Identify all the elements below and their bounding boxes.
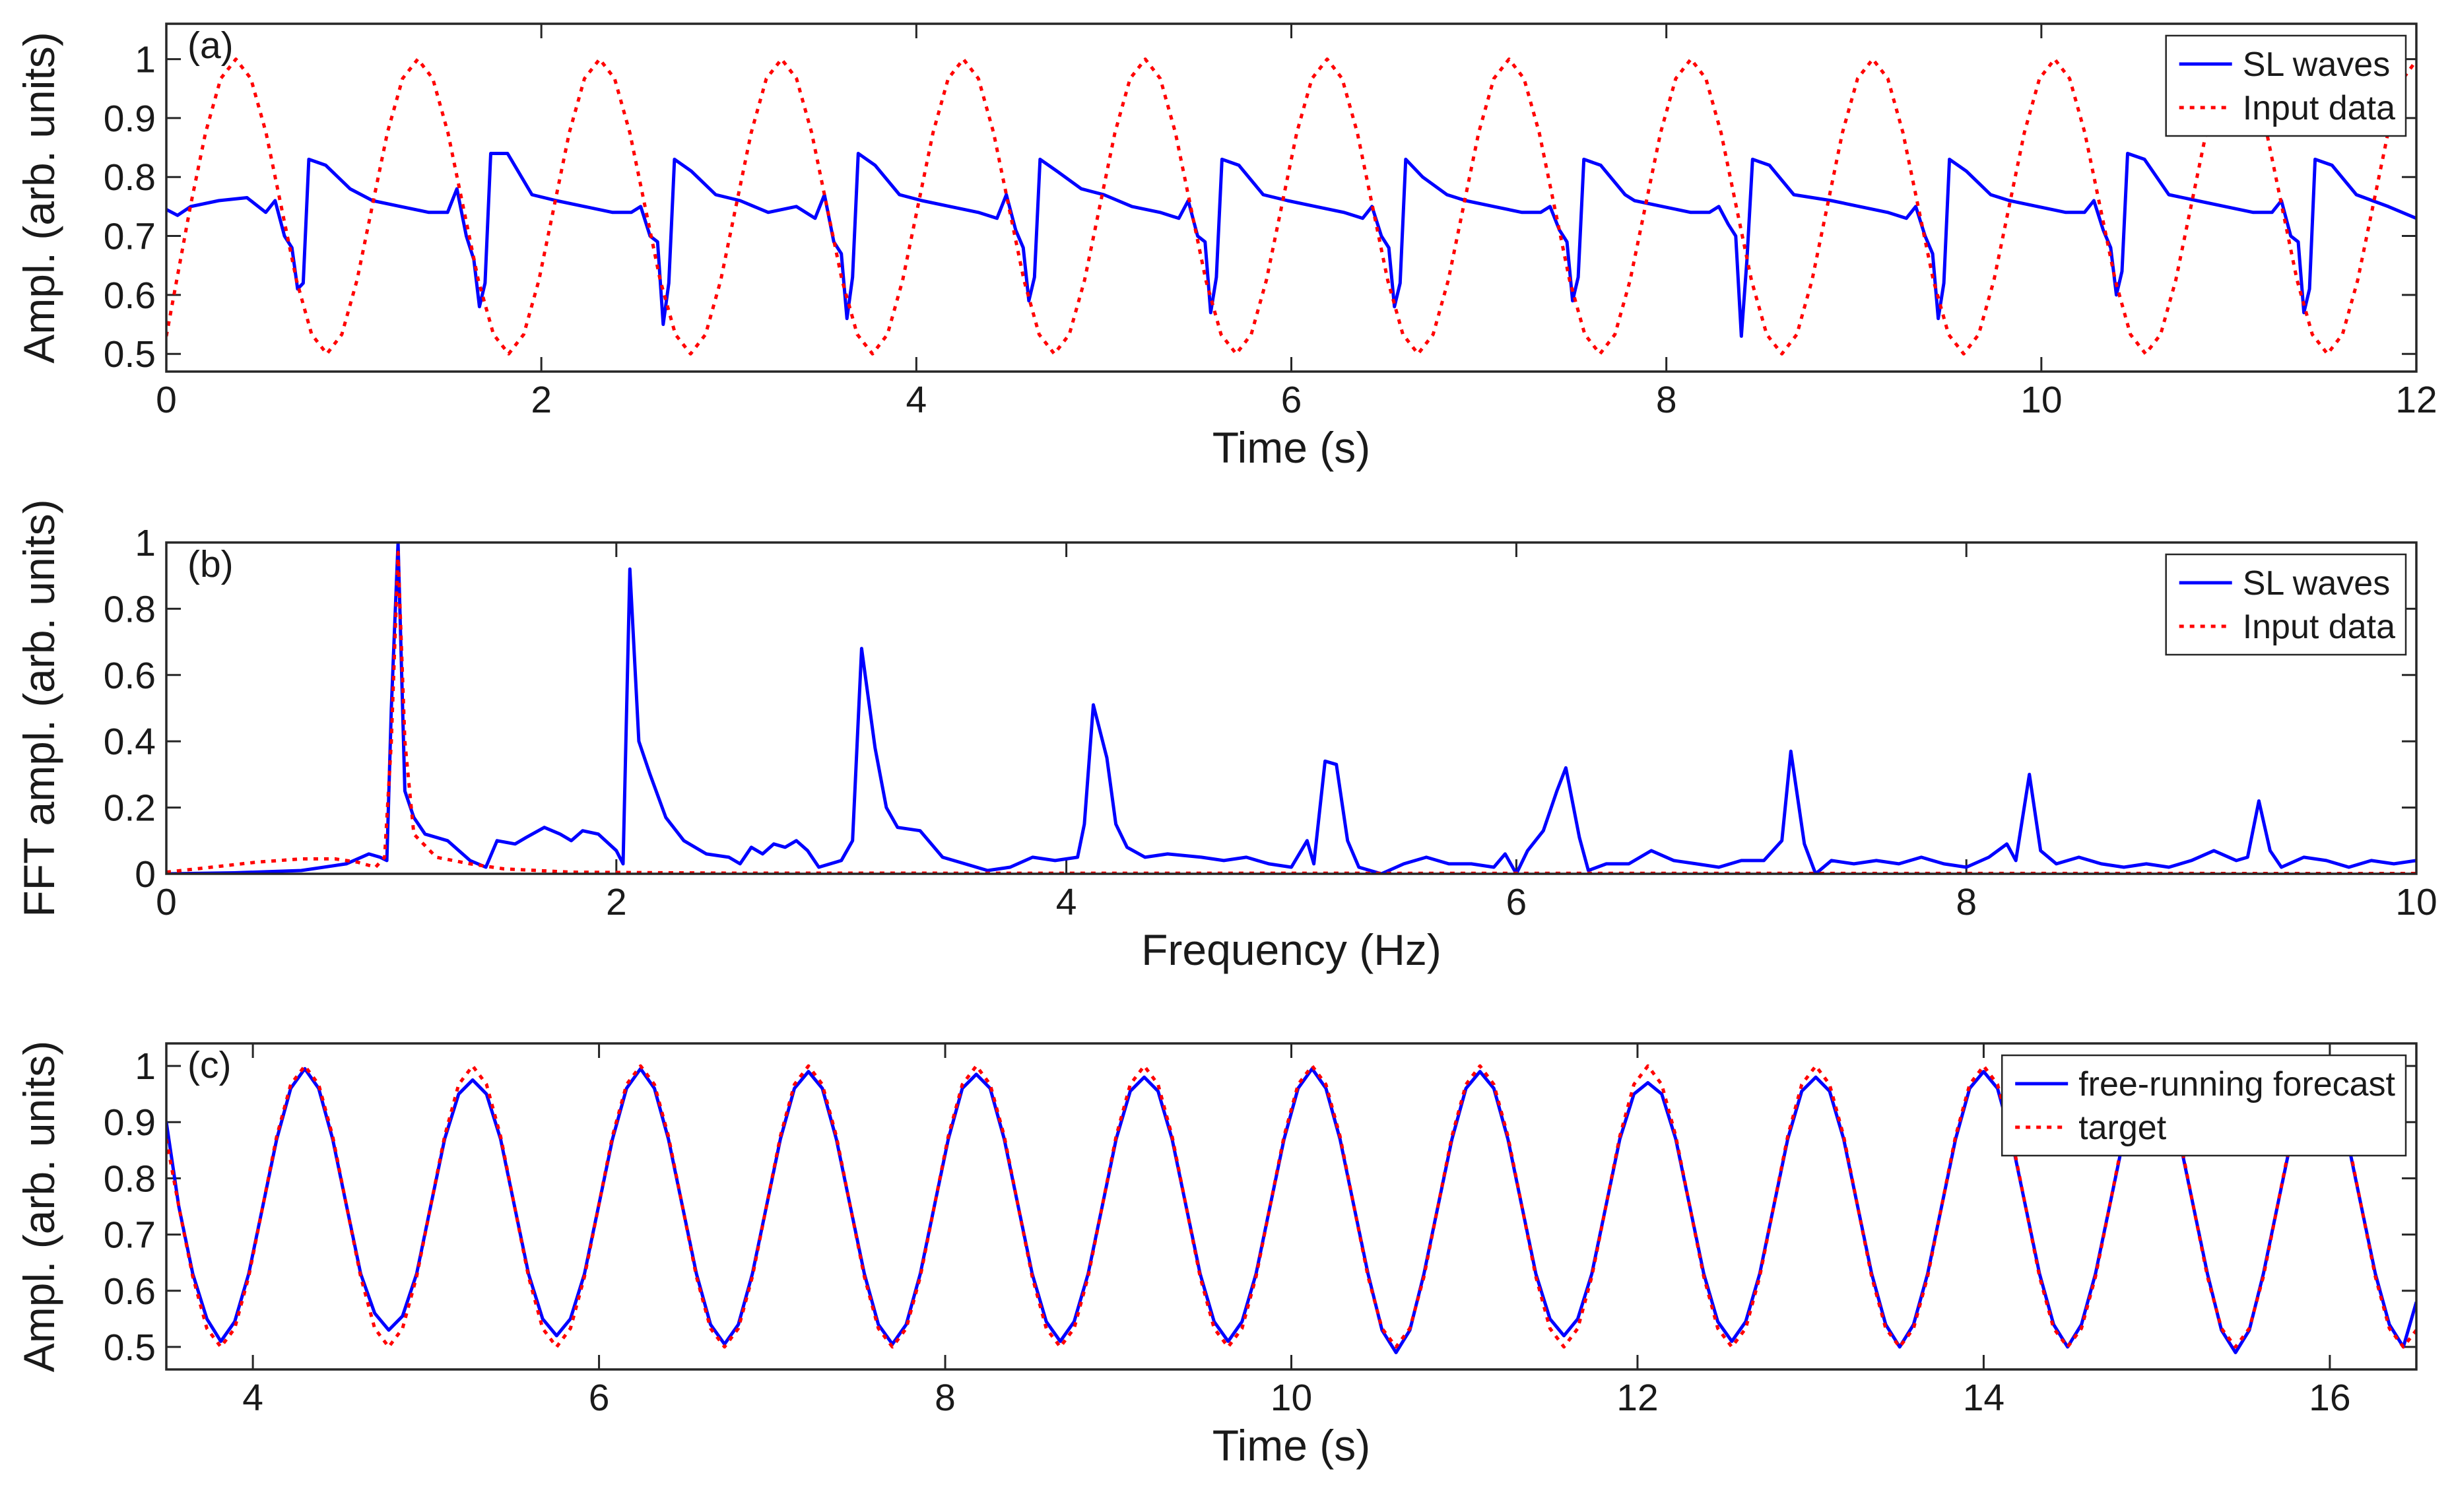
x-tick-label: 0 xyxy=(156,881,177,923)
x-tick-label: 6 xyxy=(1506,881,1527,923)
legend-label: Input data xyxy=(2243,608,2395,646)
series-line xyxy=(166,57,2416,356)
y-tick-label: 0.8 xyxy=(104,588,156,630)
y-tick-label: 0.6 xyxy=(104,275,156,317)
series-line xyxy=(166,542,2416,874)
x-tick-label: 8 xyxy=(1956,881,1977,923)
axes-box xyxy=(165,1042,2418,1371)
y-tick-label: 0.6 xyxy=(104,1270,156,1313)
y-tick-label: 0.9 xyxy=(104,98,156,140)
axes-box xyxy=(165,22,2418,373)
panel-label: (a) xyxy=(187,24,234,67)
legend-box xyxy=(2001,1054,2407,1157)
x-axis-label: Frequency (Hz) xyxy=(1141,925,1441,974)
x-tick-label: 8 xyxy=(1656,379,1677,421)
x-tick-label: 14 xyxy=(1963,1377,2005,1419)
y-tick-label: 0 xyxy=(135,853,156,896)
panel-label: (c) xyxy=(187,1044,231,1086)
x-tick-label: 10 xyxy=(1271,1377,1312,1419)
y-tick-label: 0.8 xyxy=(104,1158,156,1200)
legend: SL waves Input data xyxy=(2165,34,2407,137)
legend-label: SL waves xyxy=(2243,564,2391,603)
y-axis-label: FFT ampl. (arb. units) xyxy=(15,499,63,917)
x-tick-label: 0 xyxy=(156,379,177,421)
y-tick-label: 0.2 xyxy=(104,787,156,830)
x-tick-label: 2 xyxy=(531,379,552,421)
x-tick-label: 6 xyxy=(589,1377,610,1419)
legend-label: target xyxy=(2078,1109,2167,1147)
y-tick-label: 0.5 xyxy=(104,333,156,376)
x-tick-label: 4 xyxy=(242,1377,263,1419)
y-tick-label: 0.7 xyxy=(104,216,156,258)
x-tick-label: 10 xyxy=(2395,881,2437,923)
y-tick-label: 0.6 xyxy=(104,655,156,697)
series-line xyxy=(166,1064,2416,1349)
panel-label: (b) xyxy=(187,543,234,585)
legend-box xyxy=(2165,553,2407,656)
series-line xyxy=(166,152,2416,338)
x-tick-label: 4 xyxy=(906,379,927,421)
x-axis-label: Time (s) xyxy=(1212,1421,1371,1470)
y-axis-label: Ampl. (arb. units) xyxy=(15,32,63,363)
y-tick-label: 0.4 xyxy=(104,721,156,763)
y-tick-label: 1 xyxy=(135,1045,156,1088)
plot-area xyxy=(166,24,2416,372)
x-tick-label: 12 xyxy=(2395,379,2437,421)
x-tick-label: 2 xyxy=(606,881,627,923)
x-tick-label: 6 xyxy=(1281,379,1302,421)
series-line xyxy=(166,550,2416,874)
legend-box xyxy=(2165,34,2407,137)
y-tick-label: 1 xyxy=(135,39,156,81)
x-axis-label: Time (s) xyxy=(1212,423,1371,472)
y-tick-label: 0.5 xyxy=(104,1327,156,1369)
legend-label: Input data xyxy=(2243,89,2395,127)
legend-label: SL waves xyxy=(2243,46,2391,84)
x-tick-label: 16 xyxy=(2309,1377,2350,1419)
x-tick-label: 10 xyxy=(2020,379,2062,421)
y-tick-label: 0.7 xyxy=(104,1214,156,1257)
x-tick-label: 8 xyxy=(935,1377,956,1419)
y-tick-label: 1 xyxy=(135,522,156,564)
legend: SL waves Input data xyxy=(2165,553,2407,656)
y-axis-label: Ampl. (arb. units) xyxy=(15,1041,63,1372)
x-tick-label: 4 xyxy=(1056,881,1077,923)
axes-box xyxy=(165,541,2418,875)
legend-label: free-running forecast xyxy=(2078,1065,2395,1103)
y-tick-label: 0.8 xyxy=(104,156,156,199)
y-tick-label: 0.9 xyxy=(104,1101,156,1144)
plot-area xyxy=(166,542,2416,874)
x-tick-label: 12 xyxy=(1616,1377,1658,1419)
legend: free-running forecast target xyxy=(2001,1054,2407,1157)
